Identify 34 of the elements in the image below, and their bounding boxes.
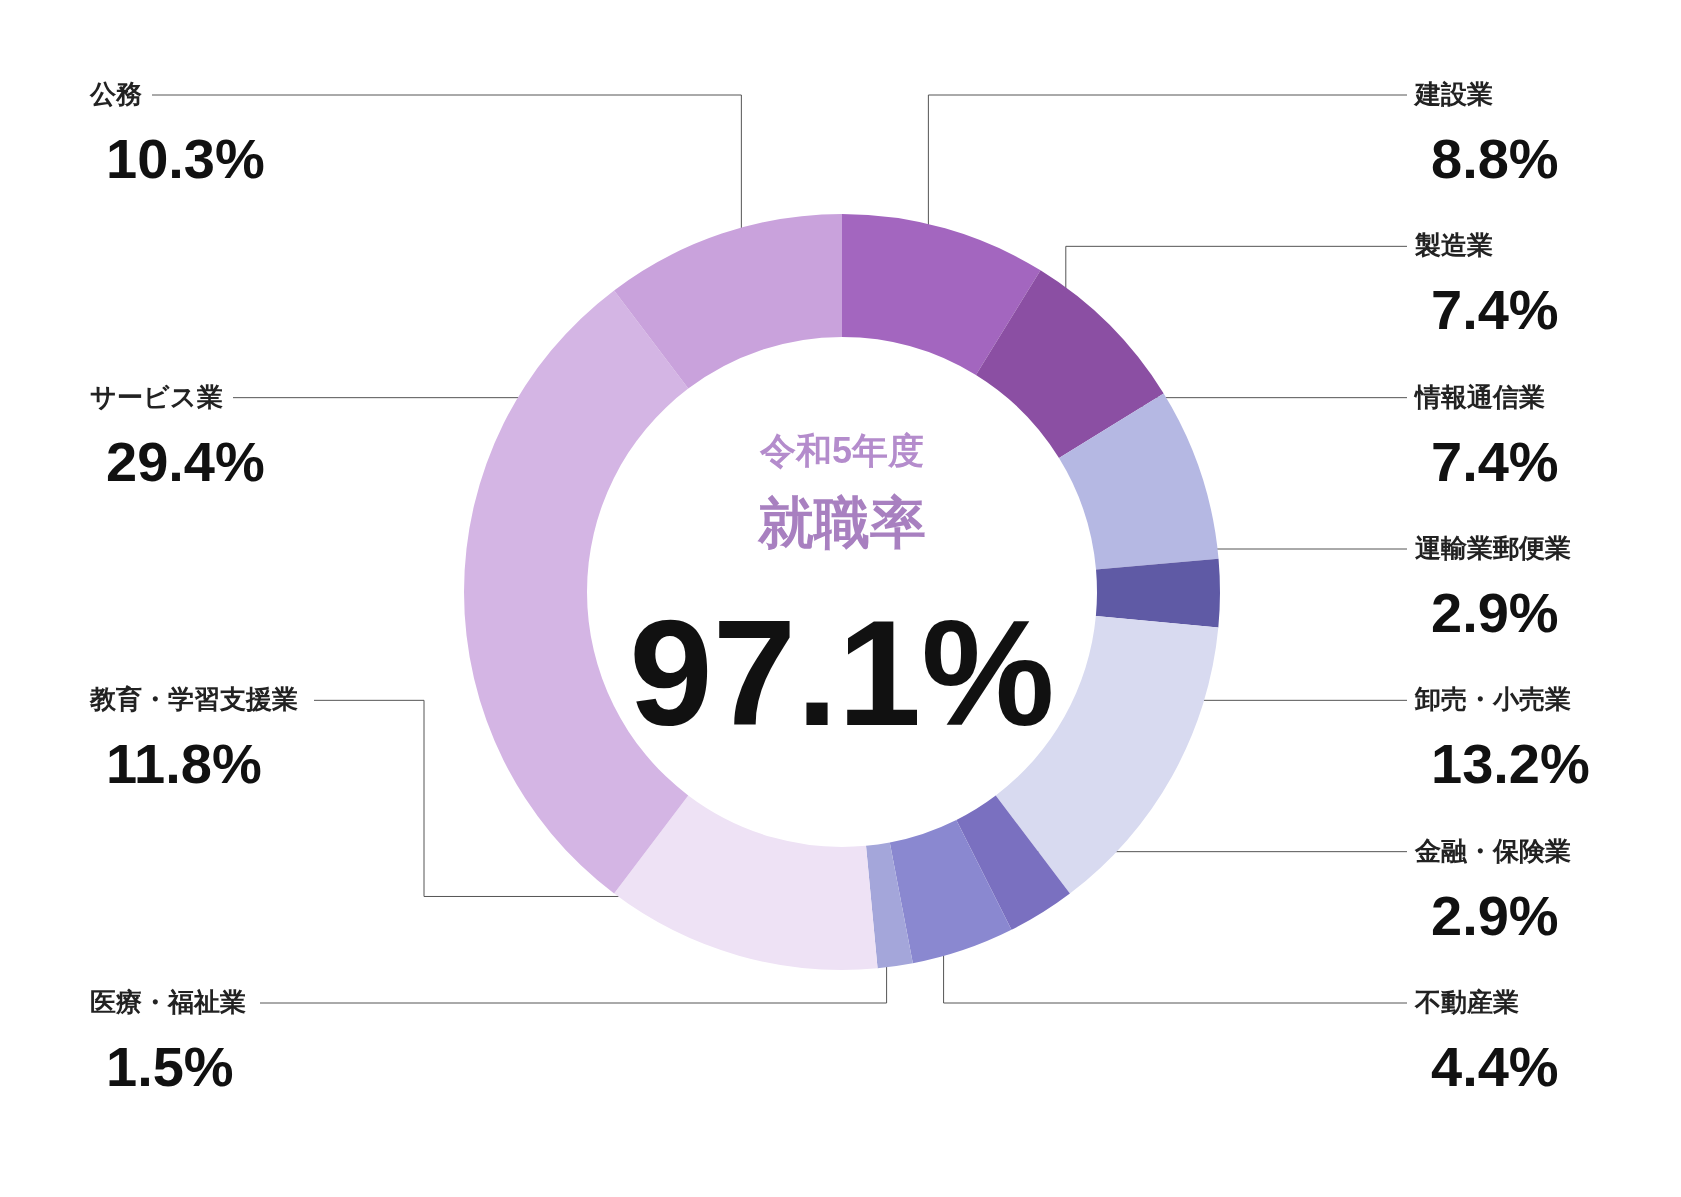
slice-label: 公務	[89, 79, 142, 109]
donut-slice	[842, 214, 1041, 375]
donut-slice	[1059, 393, 1219, 570]
slice-label: 製造業	[1414, 230, 1493, 261]
donut-slice	[866, 842, 913, 969]
slice-label: 運輸業郵便業	[1415, 533, 1571, 563]
slice-label: 教育・学習支援業	[89, 684, 298, 715]
text: 令和5年度	[758, 430, 925, 471]
data-label: 4.4%	[1431, 1035, 1559, 1098]
donut-slice	[614, 214, 842, 389]
slice-label: 金融・保険業	[1414, 835, 1571, 866]
data-label: 29.4%	[106, 429, 265, 493]
text: 97.1%	[629, 589, 1055, 757]
slice-label: 情報通信業	[1413, 381, 1545, 412]
data-label: 13.2%	[1431, 732, 1590, 796]
data-label: 10.3%	[106, 127, 265, 190]
data-label: 7.4%	[1431, 429, 1559, 493]
data-label: 11.8%	[106, 732, 262, 796]
text: 就職率	[757, 491, 926, 554]
slice-label: 不動産業	[1414, 987, 1519, 1017]
donut-slice	[1095, 558, 1220, 628]
slice-label: 卸売・小売業	[1414, 684, 1571, 715]
donut-slice	[889, 819, 1012, 964]
data-label: 2.9%	[1431, 581, 1559, 644]
data-label: 2.9%	[1431, 883, 1559, 947]
donut-slice	[956, 795, 1070, 930]
data-label: 1.5%	[106, 1035, 234, 1098]
data-label: 8.8%	[1431, 127, 1559, 190]
data-label: 7.4%	[1431, 278, 1559, 342]
donut-slice	[614, 795, 878, 970]
donut-slice	[975, 270, 1164, 459]
slice-label: 医療・福祉業	[90, 987, 246, 1017]
slice-label: 建設業	[1413, 79, 1493, 109]
slice-label: サービス業	[90, 381, 223, 412]
